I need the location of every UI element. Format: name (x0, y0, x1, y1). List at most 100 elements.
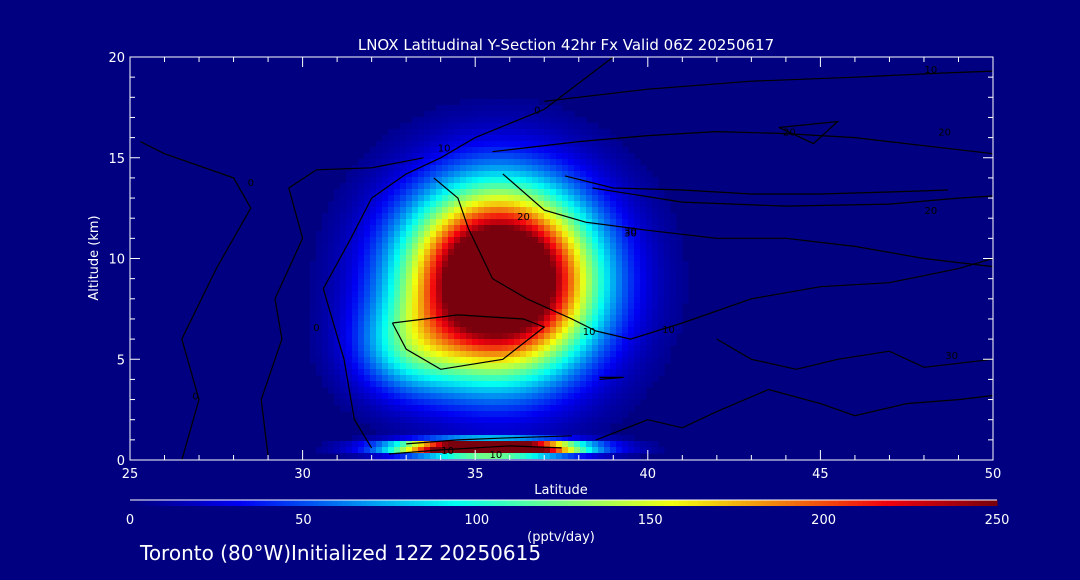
heatmap-cell (430, 339, 437, 346)
heatmap-cell (532, 207, 539, 214)
heatmap-cell (484, 147, 491, 154)
heatmap-cell (400, 177, 407, 184)
heatmap-cell (430, 345, 437, 352)
heatmap-cell (454, 123, 461, 130)
heatmap-cell (592, 129, 599, 136)
heatmap-cell (502, 327, 509, 334)
heatmap-cell (424, 243, 431, 250)
heatmap-cell (616, 153, 623, 160)
heatmap-cell (580, 411, 587, 418)
heatmap-cell (388, 219, 395, 226)
heatmap-cell (466, 291, 473, 298)
heatmap-cell (466, 171, 473, 178)
heatmap-cell (370, 411, 377, 418)
heatmap-cell (322, 243, 329, 250)
heatmap-cell (328, 261, 335, 268)
heatmap-cell (568, 291, 575, 298)
heatmap-cell (640, 237, 647, 244)
heatmap-cell (460, 99, 467, 106)
heatmap-cell (388, 243, 395, 250)
heatmap-cell (574, 147, 581, 154)
heatmap-cell (616, 243, 623, 250)
heatmap-cell (532, 429, 539, 436)
colorbar-swatch (553, 500, 560, 506)
heatmap-cell (418, 285, 425, 292)
heatmap-cell (520, 273, 527, 280)
heatmap-cell (592, 195, 599, 202)
heatmap-cell (376, 291, 383, 298)
heatmap-cell (490, 387, 497, 394)
heatmap-cell (598, 141, 605, 148)
heatmap-cell (370, 399, 377, 406)
heatmap-cell (454, 219, 461, 226)
heatmap-cell (490, 267, 497, 274)
heatmap-cell (520, 153, 527, 160)
heatmap-cell (550, 453, 557, 460)
heatmap-cell (532, 297, 539, 304)
heatmap-cell (538, 381, 545, 388)
heatmap-cell (508, 321, 515, 328)
heatmap-cell (628, 363, 635, 370)
heatmap-cell (658, 345, 665, 352)
heatmap-cell (616, 411, 623, 418)
heatmap-cell (430, 183, 437, 190)
heatmap-cell (544, 447, 551, 454)
heatmap-cell (484, 411, 491, 418)
heatmap-cell (328, 363, 335, 370)
heatmap-cell (490, 213, 497, 220)
heatmap-cell (442, 393, 449, 400)
heatmap-cell (454, 381, 461, 388)
colorbar-swatch (231, 500, 237, 506)
heatmap-cell (370, 393, 377, 400)
heatmap-cell (508, 369, 515, 376)
heatmap-cell (448, 327, 455, 334)
heatmap-cell (376, 297, 383, 304)
heatmap-cell (358, 345, 365, 352)
heatmap-cell (412, 201, 419, 208)
heatmap-cell (478, 147, 485, 154)
heatmap-cell (556, 171, 563, 178)
heatmap-cell (598, 405, 605, 412)
heatmap-cell (592, 135, 599, 142)
heatmap-cell (478, 375, 485, 382)
heatmap-cell (532, 273, 539, 280)
heatmap-cell (634, 363, 641, 370)
heatmap-cell (490, 141, 497, 148)
heatmap-cell (424, 339, 431, 346)
heatmap-cell (562, 183, 569, 190)
heatmap-cell (412, 393, 419, 400)
heatmap-cell (472, 255, 479, 262)
heatmap-cell (592, 153, 599, 160)
colorbar-swatch (587, 500, 593, 506)
heatmap-cell (370, 285, 377, 292)
heatmap-cell (466, 327, 473, 334)
colorbar-swatch (428, 500, 435, 506)
colorbar-swatch (785, 500, 791, 506)
heatmap-cell (610, 369, 617, 376)
colorbar-swatch (992, 500, 998, 506)
heatmap-cell (472, 207, 479, 214)
heatmap-cell (628, 297, 635, 304)
heatmap-cell (328, 387, 335, 394)
colorbar-swatch (828, 500, 834, 506)
heatmap-cell (502, 237, 509, 244)
heatmap-cell (316, 255, 323, 262)
heatmap-cell (652, 375, 659, 382)
heatmap-cell (478, 117, 485, 124)
heatmap-cell (412, 231, 419, 238)
heatmap-cell (598, 267, 605, 274)
heatmap-cell (664, 303, 671, 310)
heatmap-cell (502, 453, 509, 460)
heatmap-cell (538, 315, 545, 322)
heatmap-cell (616, 213, 623, 220)
heatmap-cell (334, 363, 341, 370)
heatmap-cell (364, 327, 371, 334)
heatmap-cell (544, 369, 551, 376)
heatmap-cell (364, 189, 371, 196)
heatmap-cell (532, 411, 539, 418)
heatmap-cell (634, 297, 641, 304)
heatmap-cell (496, 243, 503, 250)
heatmap-cell (418, 159, 425, 166)
heatmap-cell (526, 309, 533, 316)
heatmap-cell (574, 117, 581, 124)
